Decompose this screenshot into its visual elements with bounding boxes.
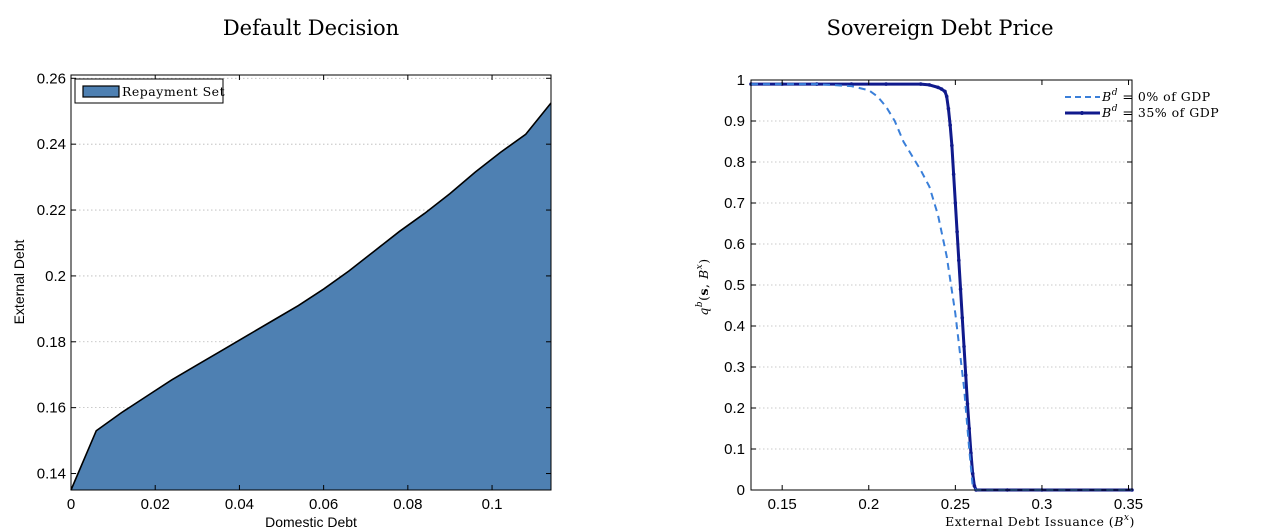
series-marker-bd35: [958, 287, 963, 291]
legend-marker-solid: [1080, 111, 1084, 115]
series-marker-bd35: [955, 229, 959, 234]
series-marker-bd35: [951, 172, 956, 177]
x-tick-label-right: 0.25: [941, 496, 970, 513]
legend-label-bd35: Bd = 35% of GDP: [1101, 104, 1219, 120]
series-marker-bd35: [950, 143, 954, 148]
x-tick-label-right: 0.35: [1114, 496, 1143, 513]
x-tick-label-right: 0.2: [858, 496, 879, 513]
legend-label-bd0: Bd = 0% of GDP: [1101, 88, 1211, 104]
y-tick-label-left: 0.14: [37, 466, 66, 483]
series-marker-bd35: [963, 373, 968, 378]
y-tick-label-right: 0.2: [724, 400, 745, 417]
y-tick-label-right: 0.6: [724, 236, 745, 253]
x-tick-label-left: 0.02: [141, 496, 170, 513]
sovereign-debt-price-chart: Sovereign Debt Price 0 0.1 0.2 0.3 0.4 0.5 0.6…: [695, 16, 1219, 529]
y-tick-label-left: 0.16: [37, 400, 66, 417]
series-marker-bd35: [849, 82, 854, 86]
legend-left: Repayment Set: [74, 78, 225, 104]
series-marker-bd35: [946, 106, 951, 111]
default-decision-chart: Default Decision 0.14 0.16 0.18 0.2 0.22 0.24…: [11, 16, 552, 529]
series-marker-bd35: [957, 258, 961, 263]
chart-title-right: Sovereign Debt Price: [826, 16, 1053, 40]
chart-title-left: Default Decision: [223, 16, 399, 40]
series-marker-bd35: [939, 87, 944, 91]
y-axis-label-right: qb(s, Bx): [695, 258, 711, 315]
series-marker-bd35: [962, 344, 966, 349]
series-marker-bd35: [927, 83, 932, 87]
y-tick-label-right: 0.1: [724, 441, 745, 458]
plot-frame-left: [70, 74, 552, 491]
series-line-bd35: [751, 82, 1132, 492]
x-tick-label-left: 0: [67, 496, 75, 513]
y-tick-label-left: 0.18: [37, 334, 66, 351]
series-marker-bd35: [967, 426, 972, 431]
y-tick-label-right: 0.4: [724, 318, 745, 335]
x-axis-label-left: Domestic Debt: [265, 514, 357, 529]
y-tick-label-right: 0.5: [724, 277, 745, 294]
x-tick-label-right: 0.15: [768, 496, 797, 513]
series-marker-bd35: [936, 85, 940, 90]
y-axis-label-left: External Debt: [11, 239, 27, 324]
legend-label-repayment-set: Repayment Set: [122, 84, 225, 99]
series-marker-bd35: [953, 201, 958, 205]
y-tick-label-right: 0.7: [724, 195, 745, 212]
y-tick-label-left: 0.22: [37, 202, 66, 219]
ticks-left: 0.14 0.16 0.18 0.2 0.22 0.24 0.26 0 0.02 0.04 0.06…: [37, 70, 551, 513]
legend-right: Bd = 0% of GDP Bd = 35% of GDP: [1065, 88, 1219, 120]
series-marker-bd35: [965, 402, 970, 406]
x-tick-label-left: 0.1: [482, 496, 503, 513]
y-tick-label-right: 1: [737, 72, 745, 89]
series-marker-bd35: [944, 94, 949, 99]
y-tick-label-left: 0.26: [37, 70, 66, 87]
series-marker-bd35: [948, 123, 952, 127]
ticks-right: 0 0.1 0.2 0.3 0.4 0.5 0.6 0.7 0.8 0.9 1 0.15 0.2 0.25…: [724, 72, 1143, 513]
x-tick-label-right: 0.3: [1032, 496, 1053, 513]
series-marker-bd35: [970, 471, 975, 476]
series-marker-bd35: [972, 484, 977, 488]
y-tick-label-left: 0.2: [45, 268, 66, 285]
y-tick-label-right: 0: [737, 482, 745, 499]
y-tick-label-left: 0.24: [37, 136, 66, 153]
x-axis-label-right: External Debt Issuance (Bx): [945, 513, 1135, 529]
repayment-set-boundary: [70, 102, 552, 491]
legend-swatch-repayment-set: [82, 85, 120, 98]
y-tick-label-right: 0.9: [724, 113, 745, 130]
x-tick-label-left: 0.06: [309, 496, 338, 513]
x-tick-label-left: 0.04: [225, 496, 254, 513]
grid-right: [751, 79, 1132, 450]
series-marker-bd35: [884, 82, 888, 86]
y-tick-label-right: 0.8: [724, 154, 745, 171]
series-marker-bd35: [943, 89, 947, 94]
series-lines-right: [749, 82, 1134, 492]
series-marker-bd35: [960, 316, 965, 320]
y-tick-label-right: 0.3: [724, 359, 745, 376]
area-left: [70, 102, 552, 491]
series-marker-bd35: [918, 82, 923, 86]
x-tick-label-left: 0.08: [393, 496, 422, 513]
plot-frame-right: [750, 79, 1133, 491]
series-line-bd0: [751, 83, 1132, 491]
repayment-set-area: [71, 102, 551, 490]
